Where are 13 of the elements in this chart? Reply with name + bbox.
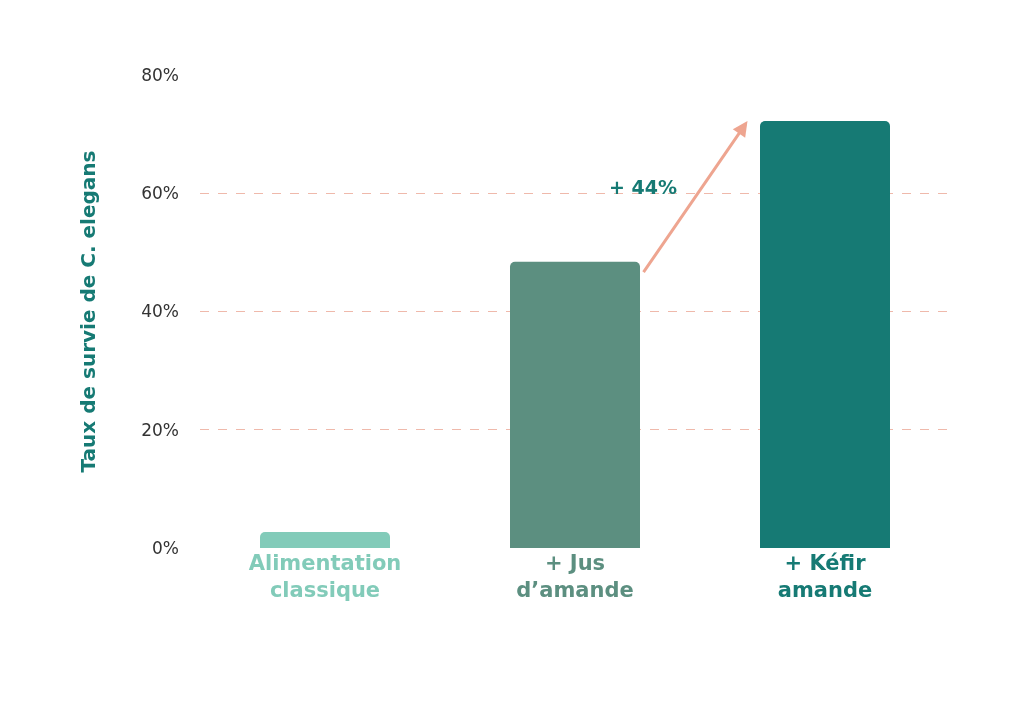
y-tick-label: 60%	[141, 183, 179, 204]
bar	[510, 261, 640, 548]
y-tick-label: 40%	[141, 301, 179, 322]
x-tick-label: + Jus d’amande	[516, 551, 634, 603]
x-tick-label: + Kéfir amande	[777, 551, 873, 603]
x-tick-label: Alimentation classique	[248, 551, 402, 603]
bar	[760, 121, 890, 548]
bar	[260, 532, 390, 548]
y-tick-label: 20%	[141, 419, 179, 440]
annotation: + 44%	[609, 176, 678, 198]
y-tick-label: 80%	[141, 64, 179, 85]
y-axis-title: Taux de survie de C. elegans	[75, 150, 100, 473]
y-tick-label: 0%	[152, 537, 179, 558]
